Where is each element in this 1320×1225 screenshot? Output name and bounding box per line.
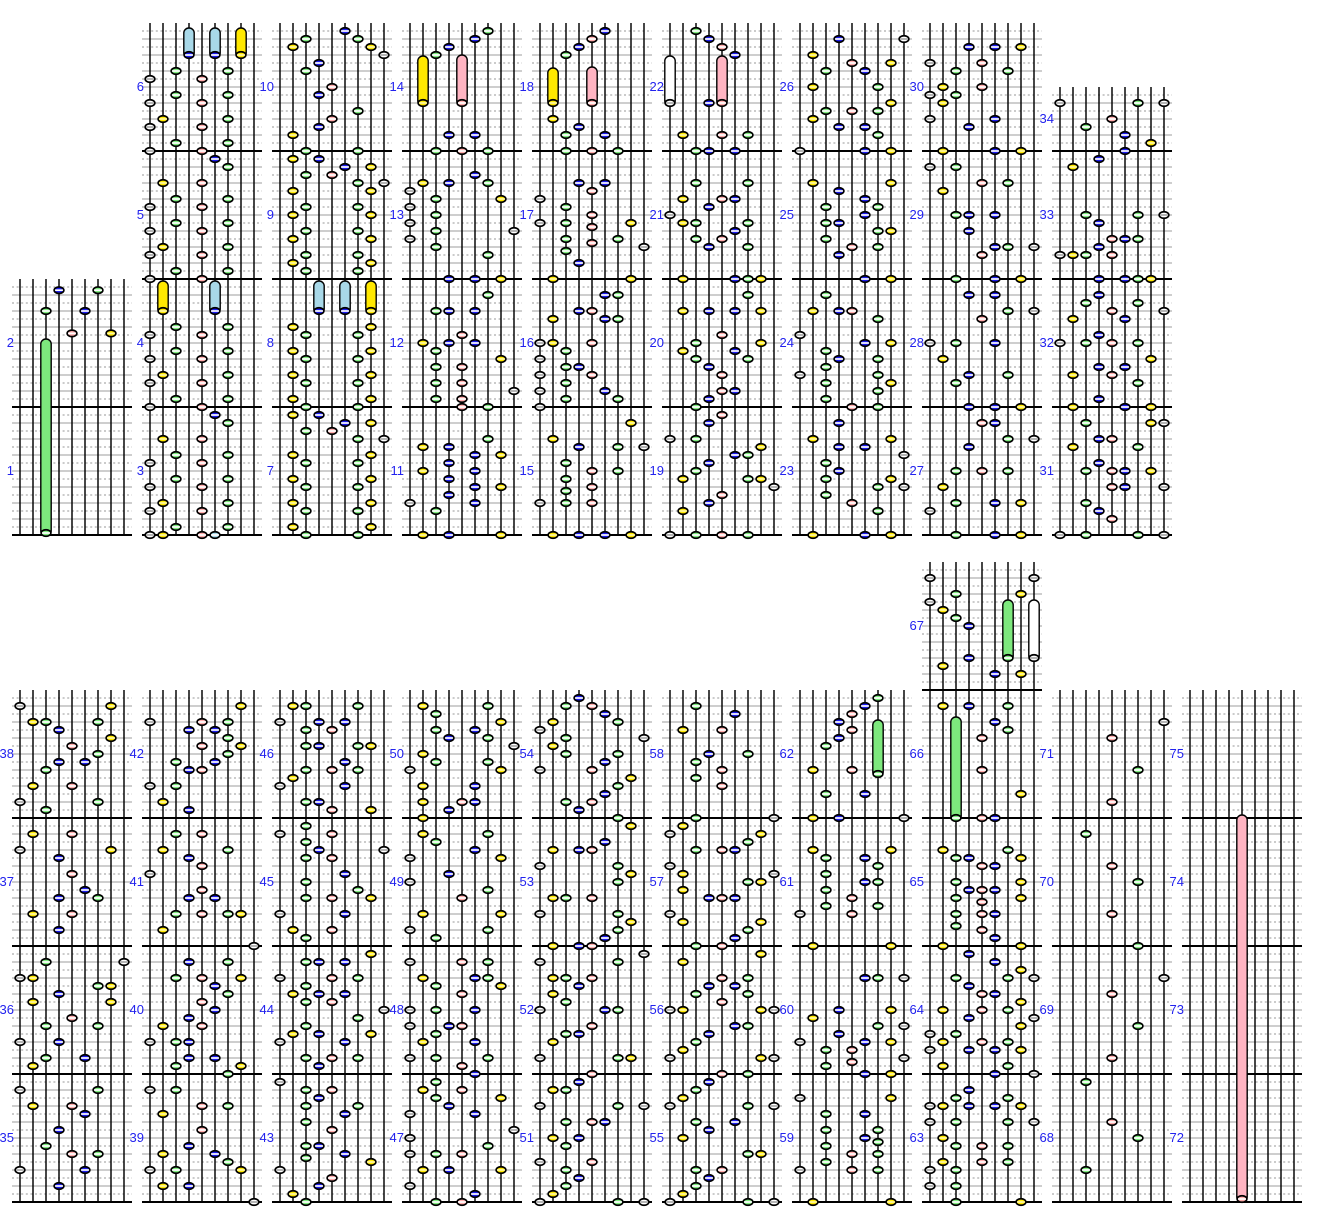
svg-text:18: 18 — [520, 79, 534, 94]
svg-text:34: 34 — [1040, 111, 1054, 126]
svg-text:36: 36 — [0, 1002, 14, 1017]
svg-text:44: 44 — [260, 1002, 274, 1017]
svg-text:39: 39 — [130, 1130, 144, 1145]
svg-text:74: 74 — [1170, 874, 1184, 889]
svg-text:62: 62 — [780, 746, 794, 761]
svg-text:55: 55 — [650, 1130, 664, 1145]
svg-text:46: 46 — [260, 746, 274, 761]
svg-text:27: 27 — [910, 463, 924, 478]
svg-text:37: 37 — [0, 874, 14, 889]
svg-text:23: 23 — [780, 463, 794, 478]
svg-text:35: 35 — [0, 1130, 14, 1145]
svg-text:57: 57 — [650, 874, 664, 889]
svg-text:25: 25 — [780, 207, 794, 222]
svg-text:21: 21 — [650, 207, 664, 222]
svg-text:40: 40 — [130, 1002, 144, 1017]
svg-text:58: 58 — [650, 746, 664, 761]
svg-text:8: 8 — [267, 335, 274, 350]
svg-text:68: 68 — [1040, 1130, 1054, 1145]
svg-text:69: 69 — [1040, 1002, 1054, 1017]
svg-text:15: 15 — [520, 463, 534, 478]
svg-text:13: 13 — [390, 207, 404, 222]
svg-text:45: 45 — [260, 874, 274, 889]
svg-text:11: 11 — [391, 463, 405, 478]
svg-text:73: 73 — [1170, 1002, 1184, 1017]
svg-text:75: 75 — [1170, 746, 1184, 761]
svg-text:26: 26 — [780, 79, 794, 94]
svg-text:38: 38 — [0, 746, 14, 761]
svg-text:9: 9 — [267, 207, 274, 222]
svg-text:1: 1 — [7, 463, 14, 478]
svg-text:12: 12 — [390, 335, 404, 350]
svg-text:66: 66 — [910, 746, 924, 761]
svg-text:19: 19 — [650, 463, 664, 478]
svg-text:43: 43 — [260, 1130, 274, 1145]
svg-text:20: 20 — [650, 335, 664, 350]
svg-text:42: 42 — [130, 746, 144, 761]
svg-text:59: 59 — [780, 1130, 794, 1145]
svg-text:5: 5 — [137, 207, 144, 222]
svg-text:2: 2 — [7, 335, 14, 350]
svg-text:61: 61 — [780, 874, 794, 889]
svg-text:10: 10 — [260, 79, 274, 94]
svg-text:60: 60 — [780, 1002, 794, 1017]
svg-text:67: 67 — [910, 618, 924, 633]
svg-text:56: 56 — [650, 1002, 664, 1017]
svg-text:70: 70 — [1040, 874, 1054, 889]
svg-text:53: 53 — [520, 874, 534, 889]
svg-text:41: 41 — [130, 874, 144, 889]
svg-text:4: 4 — [137, 335, 144, 350]
svg-text:29: 29 — [910, 207, 924, 222]
svg-text:54: 54 — [520, 746, 534, 761]
svg-text:50: 50 — [390, 746, 404, 761]
svg-text:65: 65 — [910, 874, 924, 889]
svg-text:22: 22 — [650, 79, 664, 94]
svg-text:51: 51 — [520, 1130, 534, 1145]
svg-text:63: 63 — [910, 1130, 924, 1145]
svg-text:33: 33 — [1040, 207, 1054, 222]
svg-text:16: 16 — [520, 335, 534, 350]
svg-text:3: 3 — [137, 463, 144, 478]
svg-text:72: 72 — [1170, 1130, 1184, 1145]
svg-text:6: 6 — [137, 79, 144, 94]
svg-text:32: 32 — [1040, 335, 1054, 350]
svg-text:52: 52 — [520, 1002, 534, 1017]
svg-text:7: 7 — [267, 463, 274, 478]
svg-text:48: 48 — [390, 1002, 404, 1017]
svg-text:14: 14 — [390, 79, 404, 94]
svg-text:17: 17 — [520, 207, 534, 222]
svg-text:30: 30 — [910, 79, 924, 94]
svg-text:24: 24 — [780, 335, 794, 350]
svg-text:64: 64 — [910, 1002, 924, 1017]
svg-text:28: 28 — [910, 335, 924, 350]
svg-text:47: 47 — [390, 1130, 404, 1145]
svg-text:71: 71 — [1040, 746, 1054, 761]
svg-text:31: 31 — [1040, 463, 1054, 478]
svg-text:49: 49 — [390, 874, 404, 889]
